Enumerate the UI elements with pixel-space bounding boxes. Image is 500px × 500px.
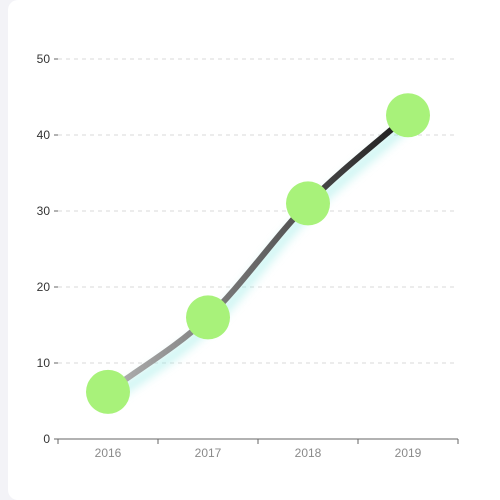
y-tick-label: 30 [37,204,51,218]
x-tick-label: 2017 [195,446,222,460]
x-tick-label: 2019 [395,446,422,460]
y-tick-label: 20 [37,280,51,294]
series-lines [105,112,411,395]
data-point-marker[interactable] [386,93,430,138]
chart-panel [8,0,500,500]
data-point-marker[interactable] [286,181,330,226]
line-glow [105,121,411,405]
x-tick-label: 2016 [95,446,122,460]
data-point-marker[interactable] [186,295,230,340]
data-point-marker[interactable] [86,369,130,414]
grid-lines [58,58,458,364]
series-line-glow [105,121,411,405]
y-tick-label: 50 [37,52,51,66]
series-line [105,112,411,395]
y-tick-label: 10 [37,356,51,370]
axes: 0 10 20 30 40 50 2016 2017 2018 2019 [37,52,459,460]
y-tick-label: 40 [37,128,51,142]
series-markers [86,93,430,414]
x-tick-label: 2018 [295,446,322,460]
y-tick-label: 0 [43,432,50,446]
